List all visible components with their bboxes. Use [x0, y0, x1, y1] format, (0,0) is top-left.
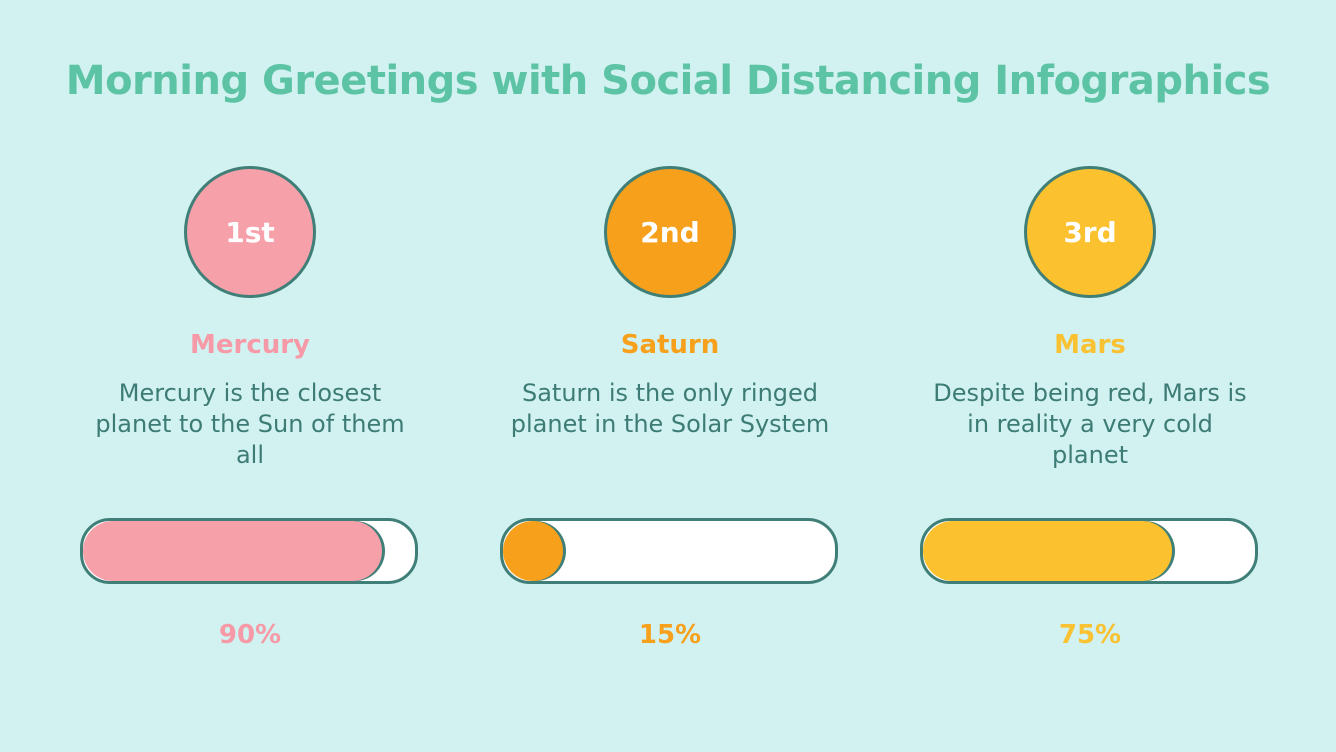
progress-bar-fill: [923, 521, 1172, 581]
planet-description: Saturn is the only ringed planet in the …: [510, 379, 830, 438]
percent-label: 75%: [1058, 620, 1122, 650]
progress-bar-track: [80, 518, 418, 584]
planet-column-saturn: 2nd Saturn Saturn is the only ringed pla…: [500, 0, 840, 752]
rank-circle: 2nd: [604, 166, 736, 298]
planet-name: Mercury: [189, 330, 311, 360]
planet-column-mars: 3rd Mars Despite being red, Mars is in r…: [920, 0, 1260, 752]
planet-description: Despite being red, Mars is in reality a …: [933, 379, 1247, 469]
planet-column-mercury: 1st Mercury Mercury is the closest plane…: [80, 0, 420, 752]
planet-name: Mars: [1054, 330, 1126, 360]
progress-bar-track: [920, 518, 1258, 584]
percent-label: 90%: [218, 620, 282, 650]
page-title: Morning Greetings with Social Distancing…: [65, 58, 1271, 104]
rank-circle: 1st: [184, 166, 316, 298]
progress-bar-fill: [503, 521, 563, 581]
rank-circle: 3rd: [1024, 166, 1156, 298]
percent-label: 15%: [638, 620, 702, 650]
progress-bar-fill: [83, 521, 382, 581]
rank-label: 3rd: [1063, 215, 1117, 249]
planet-name: Saturn: [620, 330, 720, 360]
progress-bar-track: [500, 518, 838, 584]
planet-description: Mercury is the closest planet to the Sun…: [95, 379, 405, 469]
rank-label: 1st: [225, 215, 275, 249]
rank-label: 2nd: [640, 215, 700, 249]
